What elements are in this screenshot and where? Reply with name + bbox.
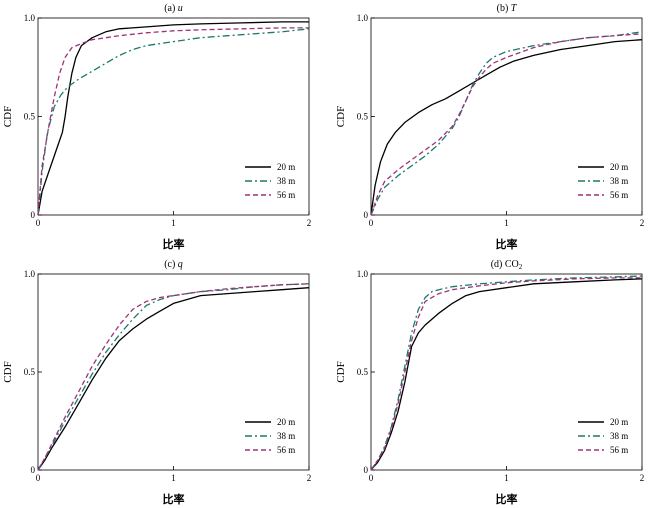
chart-title-variable: u xyxy=(178,3,183,14)
chart-title: (c) q xyxy=(164,259,183,270)
chart-title: (d) CO2 xyxy=(491,259,523,271)
series-line-38m xyxy=(37,28,310,216)
chart-title-prefix: (b) xyxy=(497,3,511,14)
x-tick-label: 0 xyxy=(369,218,374,228)
y-axis-label: CDF xyxy=(335,361,347,382)
x-tick-label: 0 xyxy=(369,473,374,483)
plot-frame xyxy=(370,273,643,471)
series-line-20m xyxy=(37,21,309,216)
legend-label: 20 m xyxy=(277,417,295,427)
legend-label: 38 m xyxy=(277,431,295,441)
chart-title-subscript: 2 xyxy=(519,263,523,271)
x-axis-label: 比率 xyxy=(163,237,185,251)
y-tick-label: 0 xyxy=(31,465,36,475)
chart-title-prefix: (d) CO xyxy=(491,259,519,270)
series-line-38m xyxy=(370,31,643,216)
y-tick-label: 1.0 xyxy=(24,269,36,279)
legend-label: 20 m xyxy=(610,417,628,427)
x-tick-label: 2 xyxy=(307,218,312,228)
x-tick-label: 2 xyxy=(640,218,645,228)
y-tick-label: 0 xyxy=(364,210,369,220)
panel-b-t: (b) T 0 1 2 0 0.5 1.0 比率 CDF 20 m 38 m 56 m xyxy=(335,3,644,251)
chart-title-prefix: (c) xyxy=(164,259,178,270)
legend-label: 56 m xyxy=(277,445,295,455)
chart-title-variable: T xyxy=(511,3,518,14)
legend-label: 20 m xyxy=(277,162,295,172)
series-line-20m xyxy=(370,278,643,471)
series-line-38m xyxy=(370,275,643,471)
x-tick-label: 1 xyxy=(171,473,176,483)
series-line-56m xyxy=(370,33,643,216)
legend: 20 m 38 m 56 m xyxy=(245,162,295,200)
x-tick-label: 1 xyxy=(171,218,176,228)
y-axis-label: CDF xyxy=(2,106,14,127)
y-axis-label: CDF xyxy=(2,361,14,382)
legend: 20 m 38 m 56 m xyxy=(578,162,628,200)
y-tick-label: 0 xyxy=(364,465,369,475)
panel-a-u: (a) u 0 1 2 0 0.5 1.0 比率 CDF 20 m 38 m 56 m xyxy=(2,3,311,251)
y-tick-label: 1.0 xyxy=(357,13,369,23)
y-tick-label: 0.5 xyxy=(24,367,36,377)
x-axis-label: 比率 xyxy=(496,492,518,506)
chart-title-prefix: (a) xyxy=(164,3,178,14)
y-tick-label: 1.0 xyxy=(24,13,36,23)
x-tick-label: 2 xyxy=(640,473,645,483)
legend: 20 m 38 m 56 m xyxy=(245,417,295,455)
chart-title: (a) u xyxy=(164,3,183,14)
x-tick-label: 0 xyxy=(36,218,41,228)
series-line-56m xyxy=(37,283,310,471)
legend: 20 m 38 m 56 m xyxy=(578,417,628,455)
y-tick-label: 0.5 xyxy=(24,112,36,122)
legend-label: 38 m xyxy=(277,176,295,186)
y-tick-label: 0.5 xyxy=(357,367,369,377)
legend-label: 20 m xyxy=(610,162,628,172)
series-line-56m xyxy=(37,27,309,216)
chart-title: (b) T xyxy=(497,3,518,14)
legend-label: 38 m xyxy=(610,431,628,441)
x-axis-label: 比率 xyxy=(163,492,185,506)
x-axis-label: 比率 xyxy=(496,237,518,251)
series-line-20m xyxy=(37,287,310,471)
x-tick-label: 1 xyxy=(504,218,509,228)
series-line-20m xyxy=(370,39,643,216)
series-line-38m xyxy=(37,283,310,471)
plot-frame xyxy=(37,17,310,216)
legend-label: 56 m xyxy=(610,445,628,455)
y-tick-label: 0.5 xyxy=(357,112,369,122)
panel-c-q: (c) q 0 1 2 0 0.5 1.0 比率 CDF 20 m 38 m 56 m xyxy=(2,259,311,506)
series-line-56m xyxy=(370,277,642,471)
y-tick-label: 0 xyxy=(31,210,36,220)
x-tick-label: 2 xyxy=(307,473,312,483)
x-tick-label: 1 xyxy=(504,473,509,483)
legend-label: 38 m xyxy=(610,176,628,186)
chart-title-variable: q xyxy=(178,259,183,270)
legend-label: 56 m xyxy=(610,190,628,200)
legend-label: 56 m xyxy=(277,190,295,200)
y-axis-label: CDF xyxy=(335,106,347,127)
plot-frame xyxy=(370,17,643,216)
x-tick-label: 0 xyxy=(36,473,41,483)
y-tick-label: 1.0 xyxy=(357,269,369,279)
